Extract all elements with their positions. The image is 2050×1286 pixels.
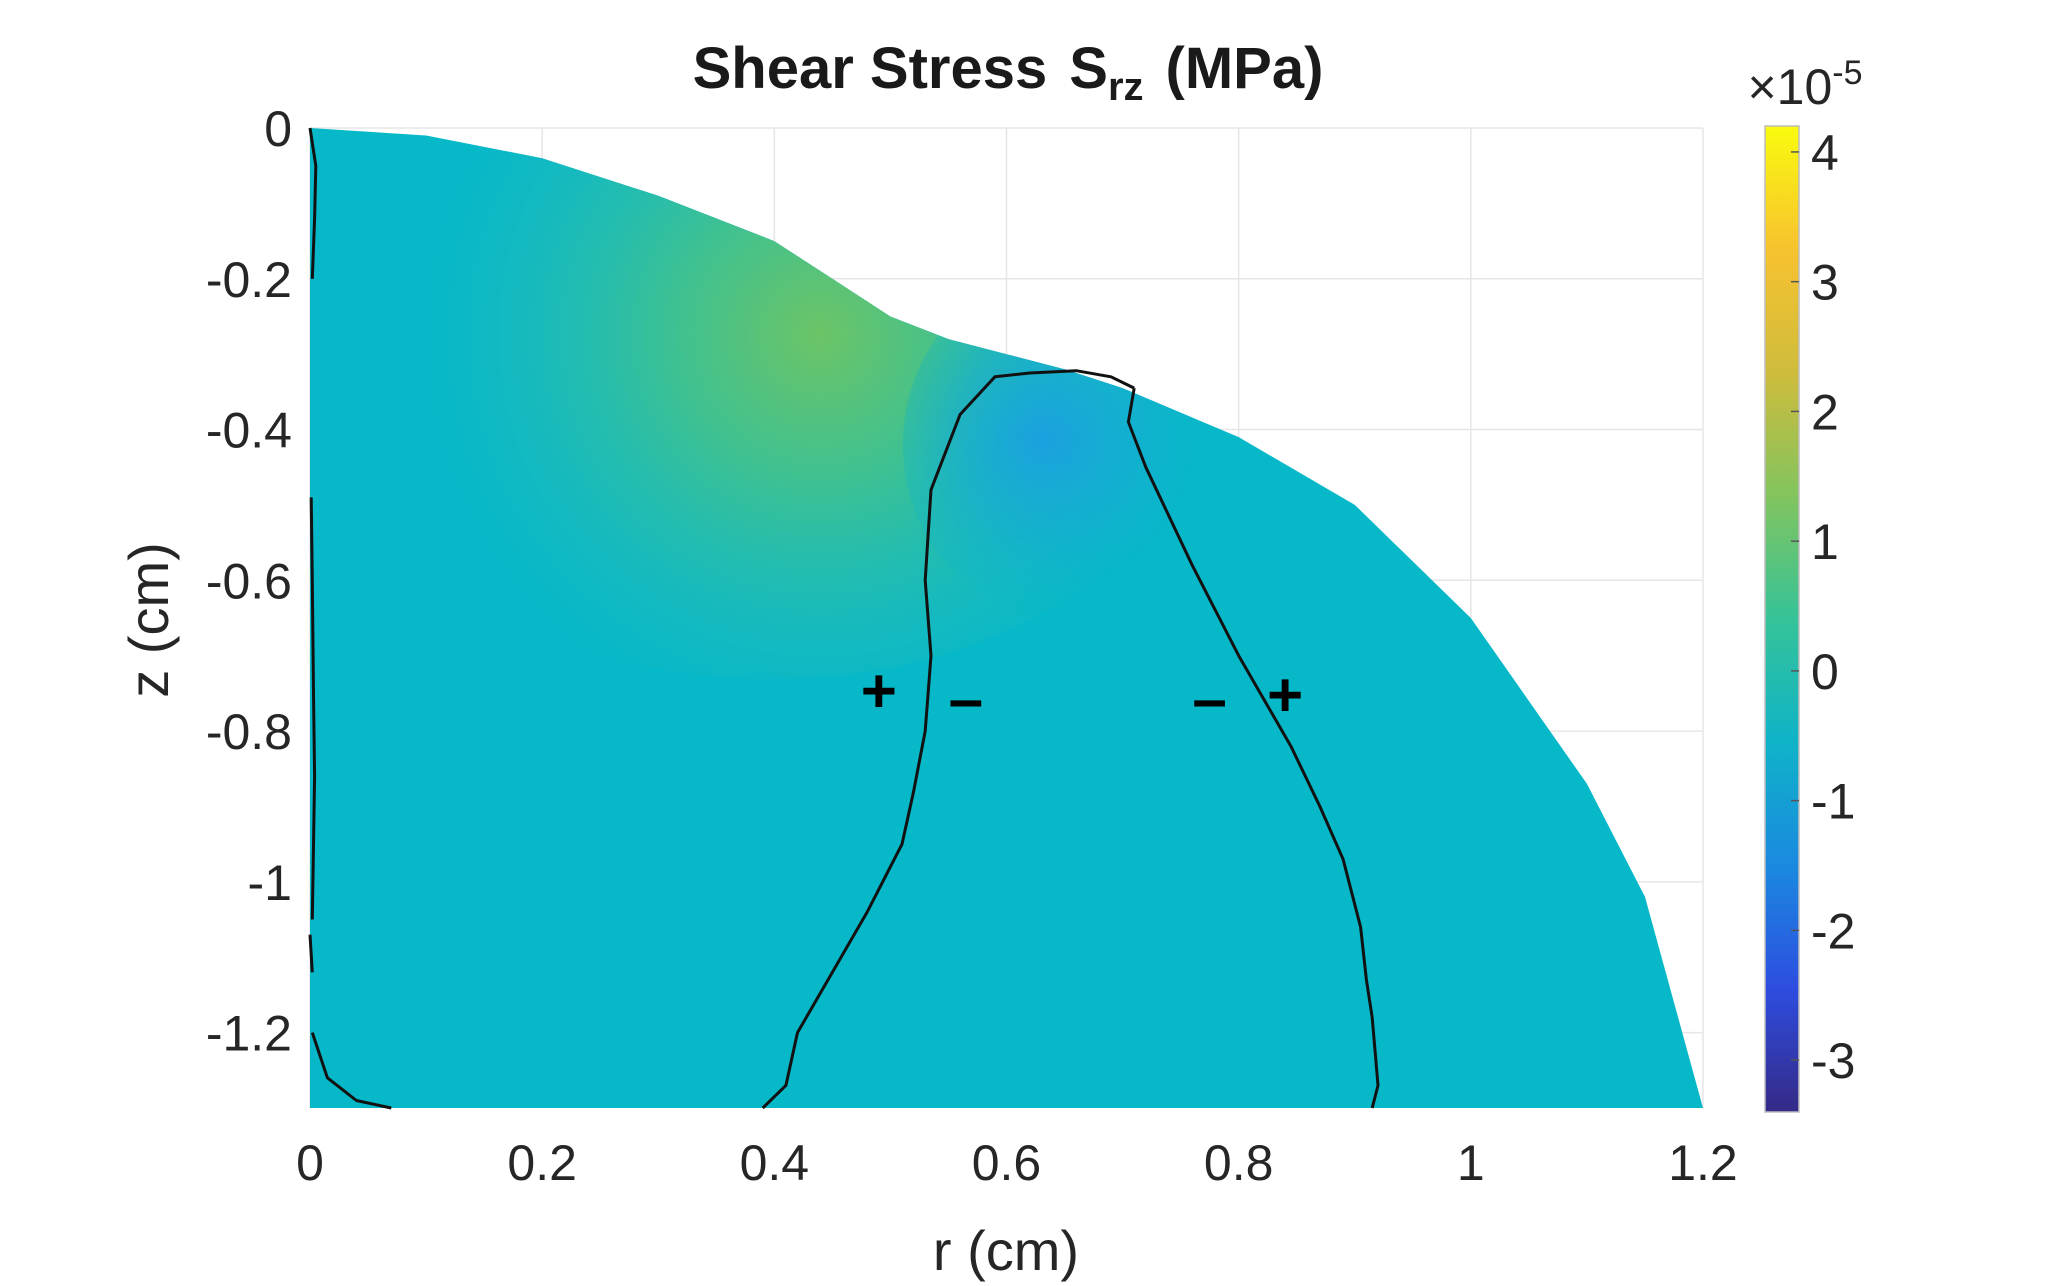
x-tick-label: 0.4 (740, 1135, 810, 1191)
colorbar-tick-label: 3 (1811, 255, 1839, 311)
title-symbol: S (1069, 36, 1108, 101)
colorbar-tick-label: 0 (1811, 644, 1839, 700)
x-tick-label: 0.8 (1204, 1135, 1274, 1191)
colorbar-tick-label: -2 (1811, 903, 1855, 959)
plus-sign-3: + (1267, 661, 1303, 730)
y-tick-label: 0 (264, 101, 292, 157)
plus-sign-0: + (861, 657, 897, 726)
sign-annotations: + – – + (861, 657, 1304, 734)
y-tick-label: -0.2 (206, 252, 292, 308)
y-axis-ticks: 0 -0.2 -0.4 -0.6 -0.8 -1 -1.2 (206, 101, 292, 1062)
title-text: Shear Stress (693, 36, 1048, 101)
stress-field (310, 128, 1703, 1108)
colorbar-tick-label: -3 (1811, 1033, 1855, 1089)
x-tick-label: 0 (296, 1135, 324, 1191)
colorbar: ×10-5 4 3 2 1 0 -1 -2 -3 (1747, 54, 1863, 1113)
x-tick-label: 0.6 (972, 1135, 1042, 1191)
chart-title: Shear Stress Srz (MPa) (693, 36, 1324, 109)
zero-contour-3 (310, 1032, 392, 1110)
zero-contour-5 (1126, 387, 1380, 1109)
zero-contour-0 (308, 127, 318, 279)
x-tick-label: 1.2 (1668, 1135, 1738, 1191)
y-tick-label: -0.4 (206, 403, 292, 459)
zero-contour-4 (761, 369, 1135, 1110)
y-tick-label: -0.6 (206, 553, 292, 609)
y-tick-label: -1 (248, 855, 292, 911)
colorbar-gradient (1764, 125, 1800, 1113)
y-axis-label: z (cm) (117, 542, 180, 698)
zero-contours (308, 127, 1380, 1110)
colorbar-exponent-power: -5 (1832, 54, 1862, 92)
title-units: (MPa) (1166, 36, 1324, 101)
x-axis-label: r (cm) (933, 1219, 1079, 1282)
colorbar-ticks: 4 3 2 1 0 -1 -2 -3 (1791, 125, 1855, 1089)
zero-contour-1 (309, 497, 317, 920)
y-tick-label: -1.2 (206, 1006, 292, 1062)
colorbar-exponent: ×10-5 (1747, 54, 1862, 115)
minus-sign-2: – (1192, 665, 1226, 734)
minus-sign-1: – (949, 665, 983, 734)
zero-contour-2 (308, 934, 314, 973)
colorbar-tick-label: 2 (1811, 384, 1839, 440)
x-axis-ticks: 0 0.2 0.4 0.6 0.8 1 1.2 (296, 1135, 1738, 1191)
colorbar-exponent-base: ×10 (1747, 59, 1832, 115)
colorbar-tick-label: 4 (1811, 125, 1839, 181)
x-tick-label: 0.2 (507, 1135, 577, 1191)
colorbar-tick-label: 1 (1811, 514, 1839, 570)
x-tick-label: 1 (1457, 1135, 1485, 1191)
colorbar-tick-label: -1 (1811, 774, 1855, 830)
y-tick-label: -0.8 (206, 704, 292, 760)
title-subscript: rz (1108, 65, 1144, 109)
